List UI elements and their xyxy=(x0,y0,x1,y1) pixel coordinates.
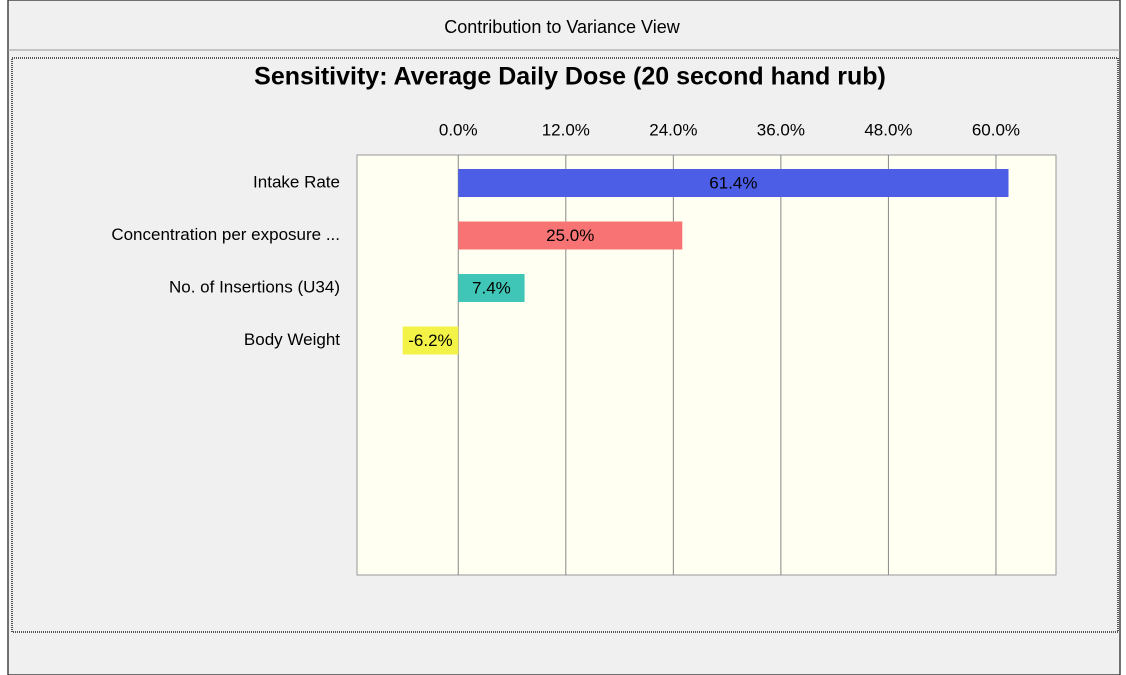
data-label: 7.4% xyxy=(472,278,511,297)
y-tick-label: Intake Rate xyxy=(253,172,340,191)
bar xyxy=(458,274,525,302)
window-title: Contribution to Variance View xyxy=(444,17,680,37)
x-tick-label: 0.0% xyxy=(439,120,478,139)
bar xyxy=(458,221,683,250)
y-tick-label: No. of Insertions (U34) xyxy=(169,277,340,296)
bar xyxy=(402,326,459,355)
data-label: 25.0% xyxy=(546,226,594,245)
plot-area xyxy=(356,154,1057,576)
y-tick-label: Body Weight xyxy=(244,330,340,349)
x-tick-label: 48.0% xyxy=(864,120,912,139)
bar xyxy=(458,169,1009,197)
chart-title: Sensitivity: Average Daily Dose (20 seco… xyxy=(254,63,886,91)
x-tick-label: 12.0% xyxy=(542,120,590,139)
x-tick-label: 36.0% xyxy=(757,120,805,139)
data-label: 61.4% xyxy=(709,173,757,192)
x-tick-label: 60.0% xyxy=(972,120,1020,139)
data-label: -6.2% xyxy=(408,331,452,350)
x-tick-label: 24.0% xyxy=(649,120,697,139)
y-tick-label: Concentration per exposure ... xyxy=(111,225,340,244)
